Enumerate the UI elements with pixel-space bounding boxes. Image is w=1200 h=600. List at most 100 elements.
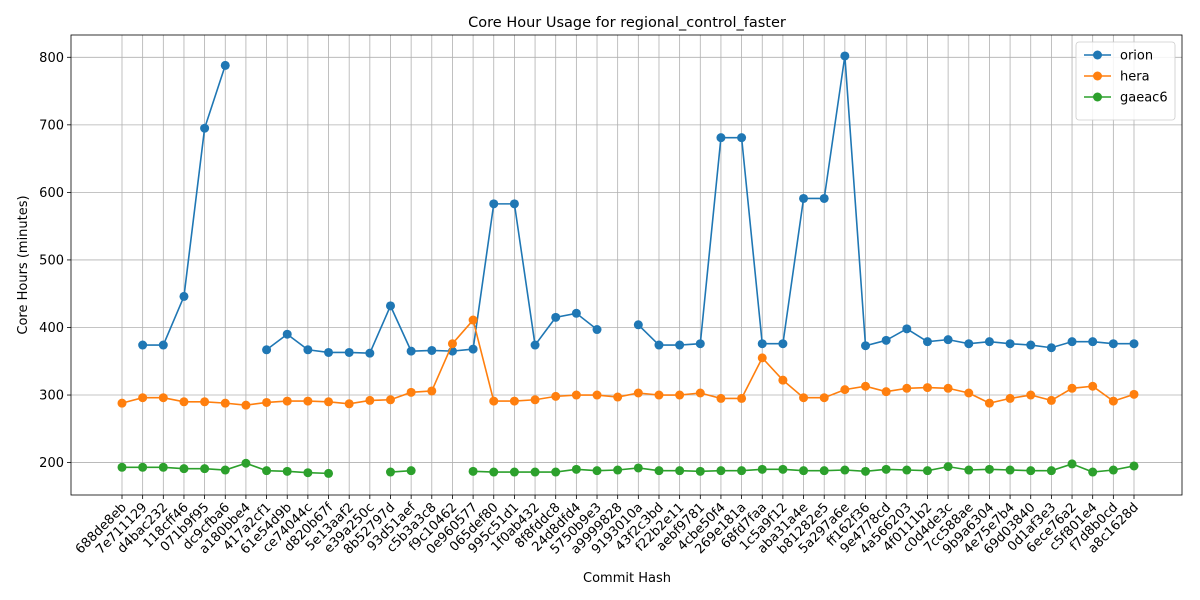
data-point-orion (654, 340, 664, 350)
data-point-gaeac6 (282, 466, 292, 476)
data-point-orion (571, 308, 581, 318)
data-point-hera (158, 393, 168, 403)
data-point-hera (468, 315, 478, 325)
data-point-hera (220, 398, 230, 408)
data-point-orion (902, 324, 912, 334)
data-point-gaeac6 (200, 464, 210, 474)
data-point-hera (447, 339, 457, 349)
data-point-gaeac6 (902, 465, 912, 475)
data-point-orion (716, 133, 726, 143)
data-point-gaeac6 (158, 462, 168, 472)
series-layer (117, 51, 1139, 478)
data-point-hera (716, 393, 726, 403)
data-point-hera (1046, 395, 1056, 405)
legend-marker-hera (1093, 71, 1102, 81)
data-point-orion (633, 320, 643, 330)
data-point-orion (406, 346, 416, 356)
series-hera (117, 315, 1139, 410)
data-point-orion (158, 340, 168, 350)
data-point-hera (509, 396, 519, 406)
data-point-hera (1129, 389, 1139, 399)
data-point-gaeac6 (1026, 466, 1036, 476)
data-point-hera (778, 375, 788, 385)
data-point-orion (778, 339, 788, 349)
data-point-orion (861, 341, 871, 351)
data-point-gaeac6 (633, 463, 643, 473)
data-point-hera (138, 393, 148, 403)
data-point-hera (592, 390, 602, 400)
data-point-gaeac6 (179, 464, 189, 474)
data-point-hera (757, 353, 767, 363)
legend-box (1075, 41, 1176, 121)
data-point-orion (509, 199, 519, 209)
data-point-hera (241, 400, 251, 410)
data-point-orion (530, 340, 540, 350)
data-point-gaeac6 (716, 466, 726, 476)
data-point-orion (220, 60, 230, 70)
data-point-orion (385, 301, 395, 311)
data-point-orion (468, 344, 478, 354)
data-point-hera (365, 395, 375, 405)
data-point-hera (1005, 393, 1015, 403)
x-axis-label: Commit Hash (583, 571, 671, 586)
data-point-gaeac6 (1108, 465, 1118, 475)
data-point-hera (1067, 383, 1077, 393)
data-point-hera (324, 397, 334, 407)
data-point-hera (344, 399, 354, 409)
data-point-hera (1026, 390, 1036, 400)
data-point-orion (282, 329, 292, 339)
data-point-orion (344, 347, 354, 357)
series-gaeac6 (117, 458, 1139, 478)
data-point-gaeac6 (675, 466, 685, 476)
data-point-hera (1108, 396, 1118, 406)
data-point-orion (427, 345, 437, 355)
y-tick-label: 200 (39, 456, 64, 471)
grid (71, 35, 1182, 495)
data-point-gaeac6 (737, 466, 747, 476)
y-tick-label: 300 (39, 389, 64, 404)
data-point-hera (840, 385, 850, 395)
data-point-orion (1005, 339, 1015, 349)
data-point-gaeac6 (964, 465, 974, 475)
data-point-gaeac6 (984, 464, 994, 474)
data-point-gaeac6 (943, 462, 953, 472)
data-point-orion (757, 339, 767, 349)
data-point-hera (200, 397, 210, 407)
data-point-hera (303, 396, 313, 406)
data-point-hera (695, 388, 705, 398)
data-point-orion (1026, 340, 1036, 350)
data-point-hera (262, 397, 272, 407)
data-point-gaeac6 (530, 467, 540, 477)
data-point-gaeac6 (385, 467, 395, 477)
data-point-gaeac6 (138, 462, 148, 472)
data-point-gaeac6 (695, 466, 705, 476)
data-point-orion (840, 51, 850, 61)
data-point-orion (365, 348, 375, 358)
data-point-gaeac6 (1067, 459, 1077, 469)
data-point-gaeac6 (819, 466, 829, 476)
x-axis: 688de8eb7e711129d4bac232118cff46071b9f95… (73, 495, 1142, 558)
y-tick-label: 800 (39, 51, 64, 66)
legend: orion hera gaeac6 (1075, 41, 1176, 121)
data-point-gaeac6 (840, 465, 850, 475)
data-point-hera (406, 387, 416, 397)
data-point-orion (1108, 339, 1118, 349)
y-axis: 200 300 400 500 600 700 800 (39, 51, 71, 471)
data-point-gaeac6 (613, 465, 623, 475)
data-point-gaeac6 (799, 466, 809, 476)
data-point-orion (179, 291, 189, 301)
data-point-gaeac6 (241, 458, 251, 468)
data-point-gaeac6 (1005, 465, 1015, 475)
data-point-gaeac6 (757, 464, 767, 474)
data-point-hera (922, 383, 932, 393)
data-point-hera (861, 381, 871, 391)
data-point-gaeac6 (406, 466, 416, 476)
data-point-orion (1067, 337, 1077, 347)
data-point-hera (571, 390, 581, 400)
series-orion (138, 51, 1139, 358)
data-point-hera (633, 388, 643, 398)
data-point-hera (943, 383, 953, 393)
legend-label-orion: orion (1120, 49, 1153, 64)
data-point-hera (902, 383, 912, 393)
